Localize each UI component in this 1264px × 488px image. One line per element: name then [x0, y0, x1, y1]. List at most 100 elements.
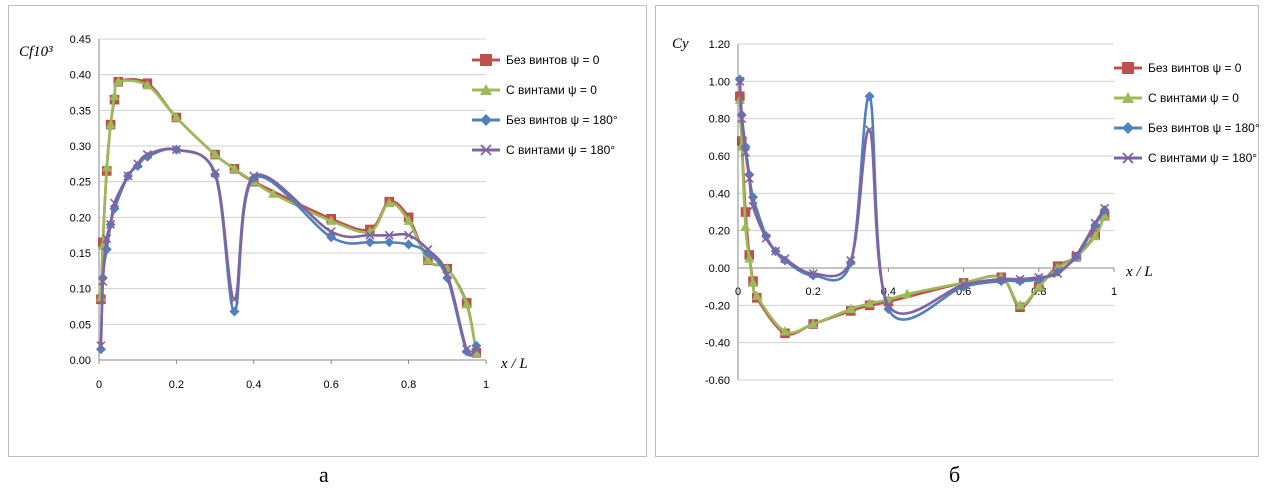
grid-lines — [738, 43, 1114, 381]
data-point — [462, 344, 472, 354]
data-point — [98, 276, 108, 287]
data-point — [845, 303, 856, 314]
chart-b-svg: -0.60-0.40-0.200.000.200.400.600.801.001… — [672, 36, 1260, 387]
data-point — [384, 237, 395, 248]
data-point — [740, 147, 751, 157]
data-point — [1015, 299, 1025, 310]
x-tick-label: 1 — [483, 379, 489, 391]
data-point — [109, 198, 120, 208]
data-point — [210, 149, 221, 159]
data-point — [326, 227, 336, 237]
data-point — [133, 159, 143, 169]
data-point — [384, 197, 395, 208]
data-point — [404, 230, 414, 240]
y-tick-label: 0.80 — [709, 114, 730, 126]
legend-label: Без винтов ψ = 180° — [1148, 121, 1260, 135]
data-point — [142, 79, 153, 90]
data-point — [761, 233, 771, 243]
data-point — [101, 161, 112, 172]
data-point — [102, 234, 112, 244]
data-point — [326, 215, 337, 225]
grid-lines — [99, 38, 486, 361]
y-tick-label: 0.35 — [70, 105, 91, 117]
series-line — [738, 81, 1106, 315]
data-point — [959, 280, 969, 290]
data-point — [740, 221, 751, 231]
data-point — [364, 237, 375, 248]
legend-key-marker — [480, 84, 492, 95]
legend: Без винтов ψ = 0 С винтами ψ = 0 Без винто… — [472, 53, 618, 157]
data-point — [365, 230, 375, 240]
legend-label: С винтами ψ = 180° — [506, 143, 615, 157]
data-point — [744, 173, 754, 183]
y-tick-label: 0.40 — [70, 70, 91, 82]
x-tick-label: 0.4 — [246, 379, 261, 391]
y-tick-label: -0.60 — [705, 375, 730, 387]
data-point — [210, 168, 220, 178]
series-line — [99, 79, 478, 354]
data-point — [1052, 266, 1063, 277]
data-point — [865, 125, 875, 135]
series-2 — [734, 94, 1110, 336]
caption-b: б — [949, 462, 961, 487]
y-tick-label: 1.20 — [709, 39, 730, 51]
data-point — [748, 277, 759, 287]
data-point — [471, 344, 481, 354]
data-point — [780, 325, 790, 336]
data-point — [748, 201, 758, 211]
chart-panel-b: -0.60 -0.40 -0.20 0.00 0.20 0.40 0.60 0.80 1.00 1… — [655, 5, 1260, 457]
x-tick-label: 0.2 — [169, 379, 184, 391]
legend-key-marker — [1122, 62, 1134, 74]
data-point — [780, 254, 790, 264]
data-point — [229, 306, 240, 317]
y-axis-label: Cy — [672, 36, 689, 52]
legend-label: С винтами ψ = 0 — [506, 83, 597, 97]
data-point — [808, 269, 818, 279]
data-point — [461, 298, 472, 309]
series-3 — [734, 74, 1110, 321]
series-line — [738, 96, 1106, 336]
y-tick-label: 0.60 — [709, 151, 730, 163]
data-point — [442, 269, 452, 279]
data-point — [105, 119, 116, 129]
legend-key-marker — [480, 114, 492, 126]
legend-label: Без винтов ψ = 180° — [506, 113, 618, 127]
x-tick-label: 1 — [1111, 286, 1117, 298]
data-point — [734, 74, 745, 85]
data-point — [864, 297, 875, 308]
data-point — [132, 160, 143, 171]
data-point — [864, 91, 875, 102]
data-point — [123, 171, 133, 181]
y-tick-label: 0.20 — [70, 212, 91, 224]
data-point — [1015, 276, 1025, 287]
y-tick-label: 0.25 — [70, 177, 91, 189]
data-point — [771, 246, 781, 256]
data-point — [1071, 250, 1081, 260]
data-point — [403, 215, 414, 225]
data-point — [229, 163, 240, 173]
data-point — [744, 253, 755, 263]
series-1 — [735, 91, 1110, 339]
legend: Без винтов ψ = 0 С винтами ψ = 0 Без винто… — [1114, 61, 1260, 165]
data-point — [171, 145, 181, 155]
data-point — [423, 244, 433, 254]
data-point — [1090, 230, 1101, 241]
data-point — [106, 219, 116, 230]
data-point — [737, 114, 747, 124]
data-point — [249, 171, 259, 181]
data-point — [229, 294, 240, 304]
data-point — [748, 192, 759, 203]
y-tick-label: 0.00 — [709, 263, 730, 275]
data-point — [808, 318, 819, 328]
legend-label: С винтами ψ = 0 — [1148, 91, 1239, 105]
y-tick-label: -0.20 — [705, 300, 730, 312]
data-point — [846, 255, 856, 266]
data-point — [171, 111, 182, 122]
y-tick-label: 0.20 — [709, 226, 730, 238]
data-point — [142, 149, 152, 160]
x-tick-label: 0.6 — [324, 379, 339, 391]
series-4 — [735, 76, 1110, 315]
data-point — [113, 76, 124, 86]
data-point — [902, 288, 913, 299]
data-point — [1053, 269, 1063, 279]
